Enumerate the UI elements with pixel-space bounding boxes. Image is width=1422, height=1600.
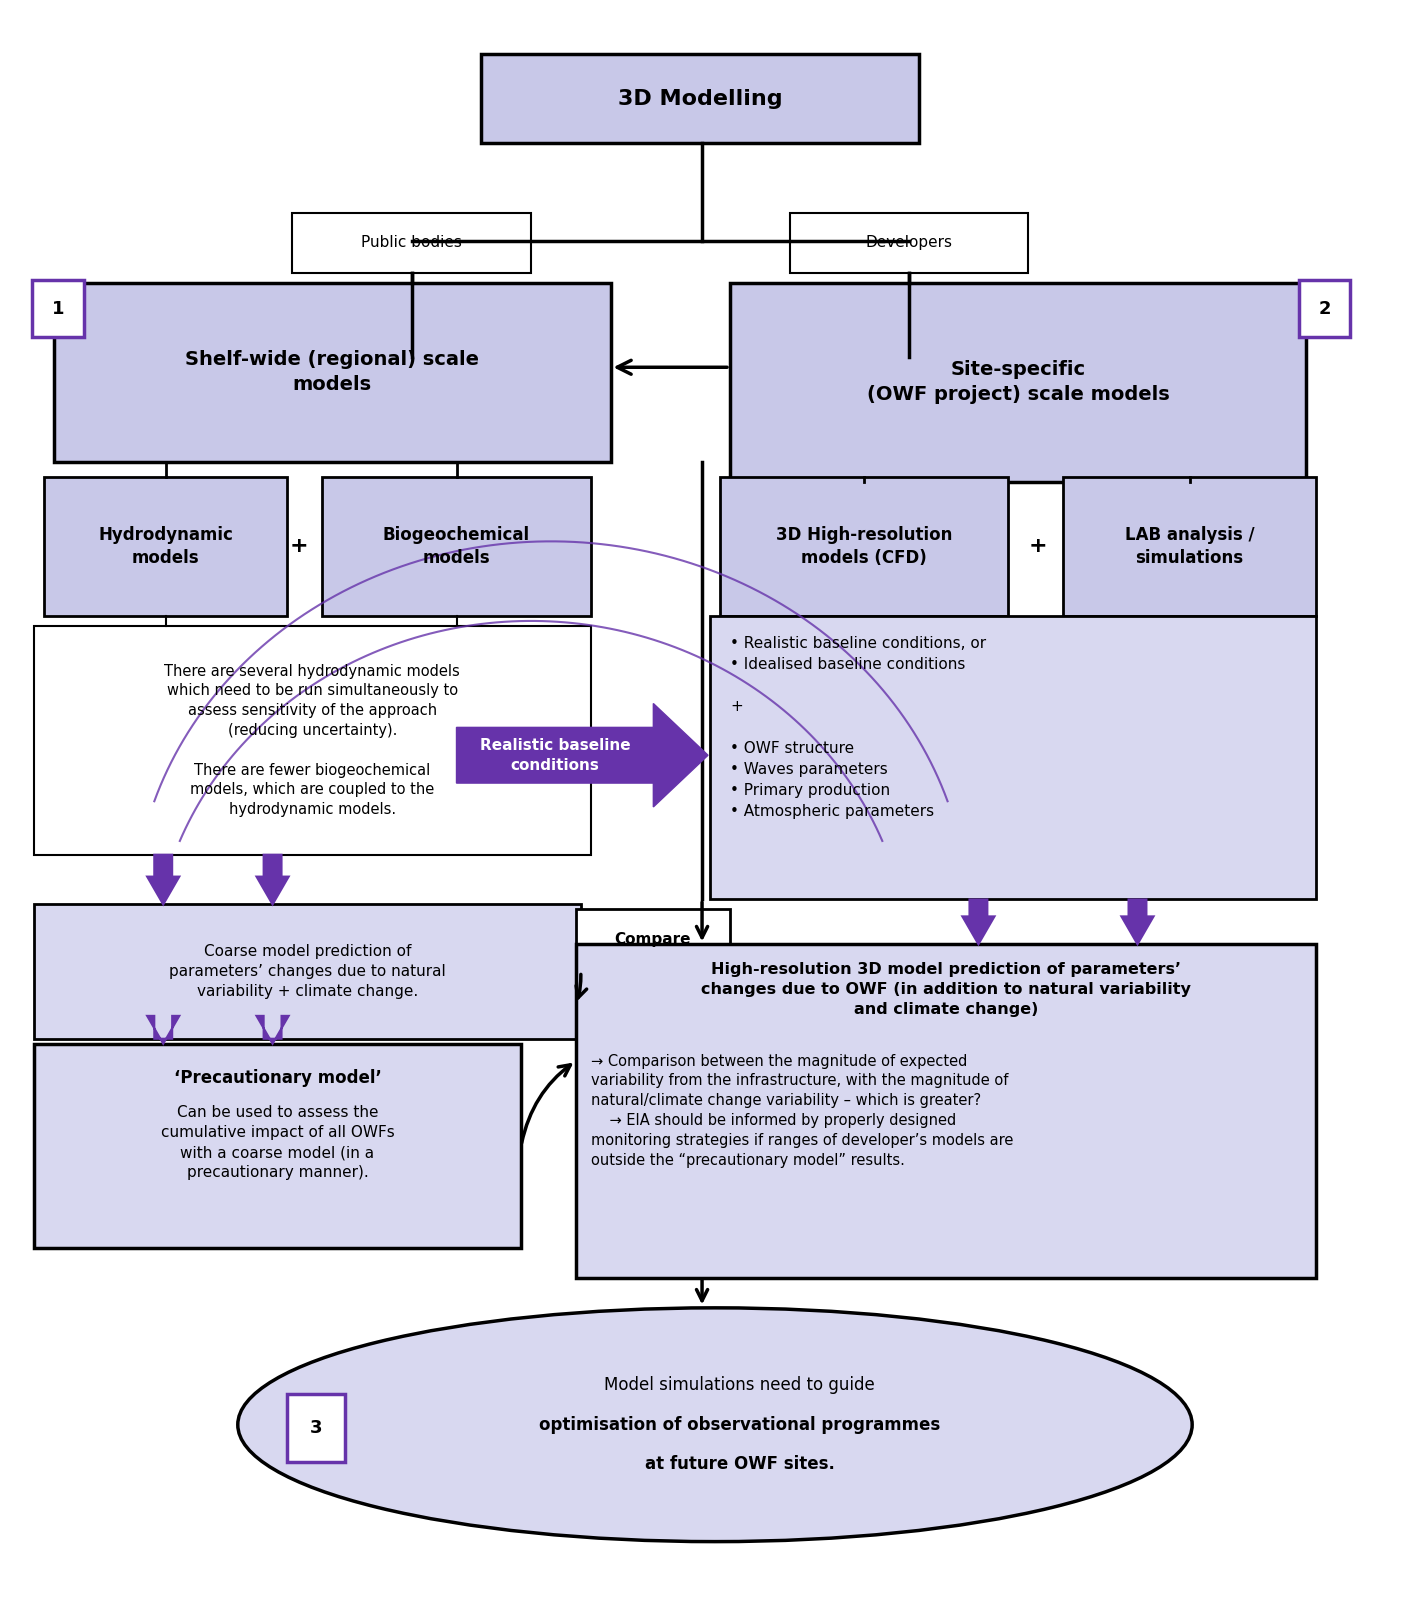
Text: There are several hydrodynamic models
which need to be run simultaneously to
ass: There are several hydrodynamic models wh… — [165, 664, 461, 818]
Text: 3: 3 — [310, 1419, 323, 1437]
FancyBboxPatch shape — [789, 213, 1028, 272]
Text: Shelf-wide (regional) scale
models: Shelf-wide (regional) scale models — [185, 350, 479, 394]
Text: Coarse model prediction of
parameters’ changes due to natural
variability + clim: Coarse model prediction of parameters’ c… — [169, 944, 445, 998]
FancyBboxPatch shape — [34, 626, 590, 854]
Text: Biogeochemical
models: Biogeochemical models — [383, 525, 530, 566]
FancyBboxPatch shape — [34, 1043, 520, 1248]
Polygon shape — [146, 854, 179, 904]
Text: 3D Modelling: 3D Modelling — [617, 88, 782, 109]
Text: • Realistic baseline conditions, or
• Idealised baseline conditions

+

• OWF st: • Realistic baseline conditions, or • Id… — [729, 635, 985, 819]
FancyBboxPatch shape — [287, 1394, 346, 1461]
FancyBboxPatch shape — [720, 477, 1008, 616]
Polygon shape — [1122, 899, 1153, 944]
Text: → Comparison between the magnitude of expected
variability from the infrastructu: → Comparison between the magnitude of ex… — [590, 1054, 1012, 1168]
Text: High-resolution 3D model prediction of parameters’
changes due to OWF (in additi: High-resolution 3D model prediction of p… — [701, 962, 1192, 1016]
Text: ‘Precautionary model’: ‘Precautionary model’ — [173, 1069, 381, 1086]
Text: Public bodies: Public bodies — [361, 235, 462, 251]
Text: LAB analysis /
simulations: LAB analysis / simulations — [1125, 525, 1254, 566]
Polygon shape — [456, 704, 708, 806]
Text: Model simulations need to guide: Model simulations need to guide — [604, 1376, 875, 1394]
FancyBboxPatch shape — [1062, 477, 1317, 616]
Text: 2: 2 — [1318, 299, 1331, 317]
Polygon shape — [256, 854, 289, 904]
FancyBboxPatch shape — [34, 904, 580, 1038]
Ellipse shape — [237, 1307, 1192, 1542]
FancyBboxPatch shape — [710, 616, 1317, 899]
Polygon shape — [963, 899, 994, 944]
FancyBboxPatch shape — [44, 477, 287, 616]
Text: +: + — [1028, 536, 1048, 557]
FancyBboxPatch shape — [729, 283, 1307, 482]
FancyBboxPatch shape — [54, 283, 610, 462]
FancyBboxPatch shape — [1298, 280, 1351, 338]
Text: Realistic baseline
conditions: Realistic baseline conditions — [479, 738, 630, 773]
FancyBboxPatch shape — [576, 909, 729, 970]
Text: Developers: Developers — [866, 235, 953, 251]
Text: Can be used to assess the
cumulative impact of all OWFs
with a coarse model (in : Can be used to assess the cumulative imp… — [161, 1106, 394, 1179]
Text: optimisation of observational programmes: optimisation of observational programmes — [539, 1416, 940, 1434]
FancyBboxPatch shape — [482, 54, 919, 144]
Text: +: + — [290, 536, 309, 557]
Polygon shape — [146, 1016, 179, 1043]
Text: Hydrodynamic
models: Hydrodynamic models — [98, 525, 233, 566]
Text: Site-specific
(OWF project) scale models: Site-specific (OWF project) scale models — [867, 360, 1169, 405]
Polygon shape — [256, 1016, 289, 1043]
FancyBboxPatch shape — [293, 213, 530, 272]
FancyBboxPatch shape — [33, 280, 84, 338]
FancyBboxPatch shape — [576, 944, 1317, 1277]
Text: 1: 1 — [51, 299, 64, 317]
Text: Compare: Compare — [614, 931, 691, 947]
FancyBboxPatch shape — [323, 477, 590, 616]
Text: at future OWF sites.: at future OWF sites. — [646, 1454, 835, 1472]
Text: 3D High-resolution
models (CFD): 3D High-resolution models (CFD) — [776, 525, 953, 566]
